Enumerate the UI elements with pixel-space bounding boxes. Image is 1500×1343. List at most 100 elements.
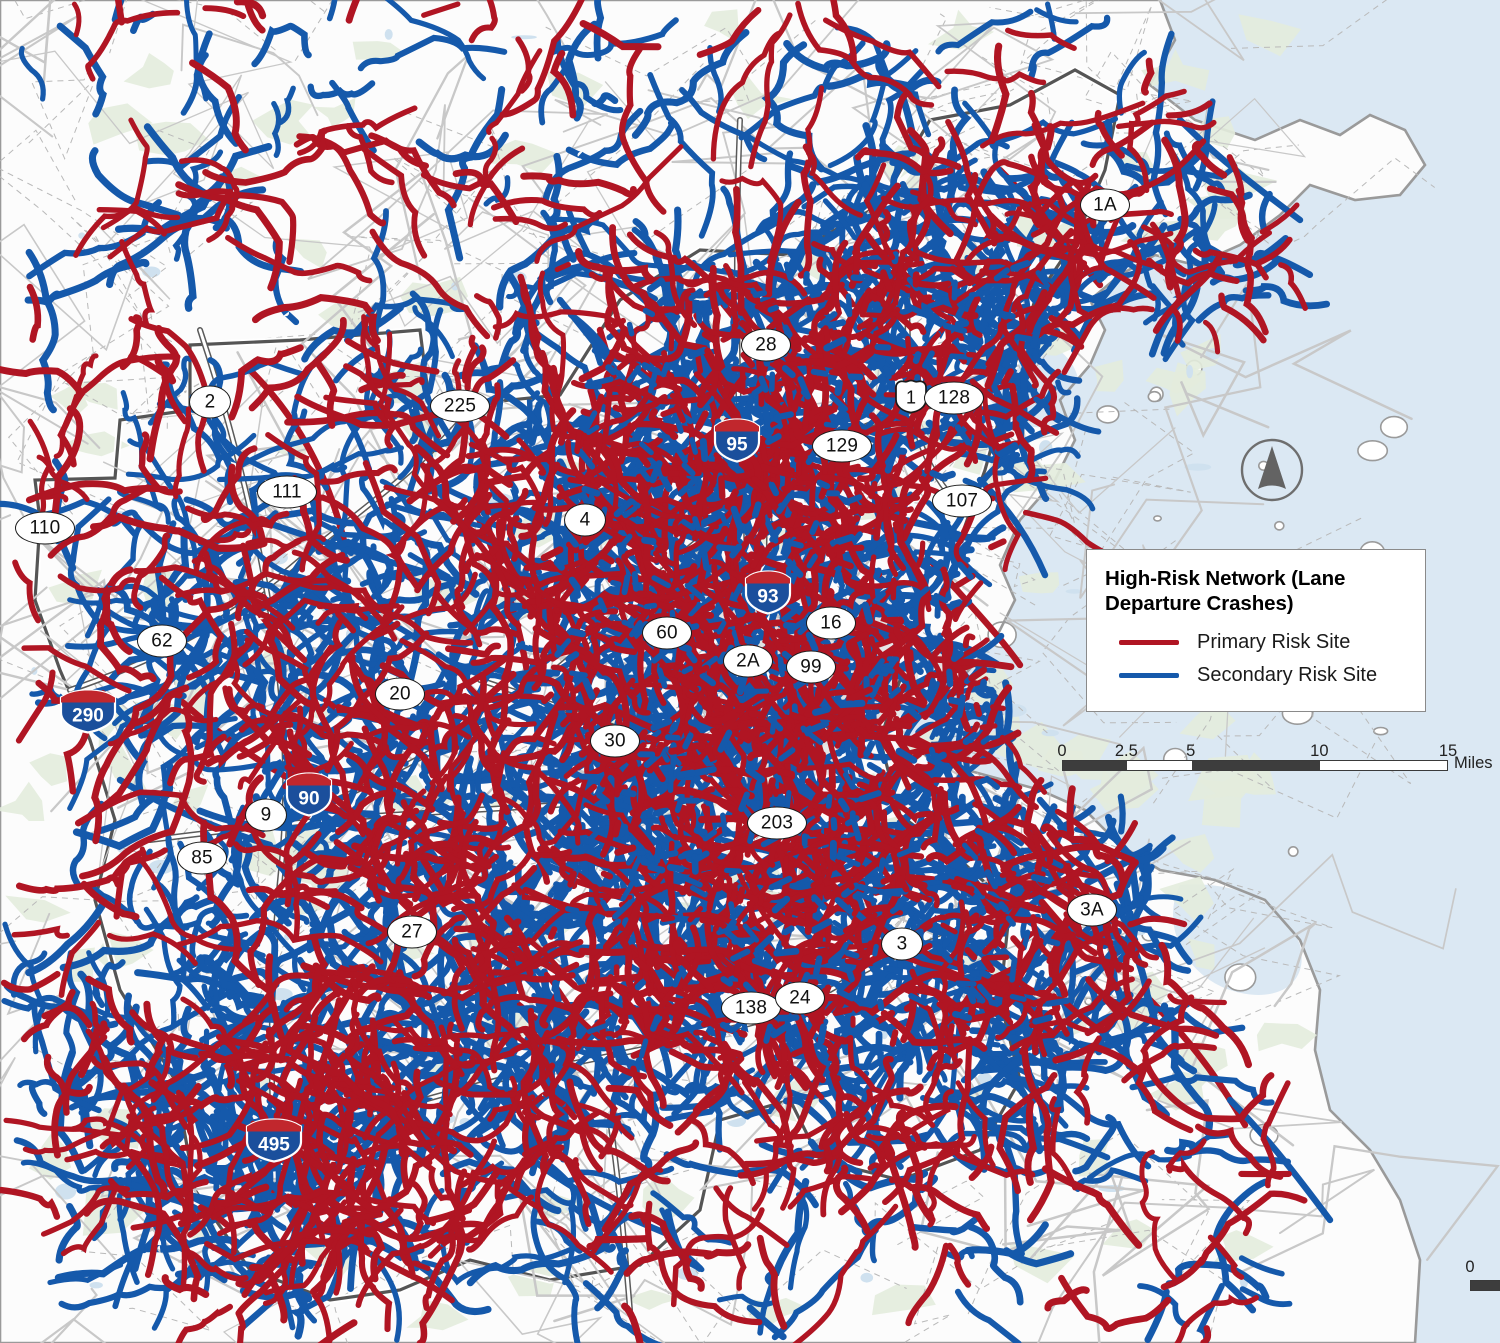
road <box>332 151 469 259</box>
secondary-risk-segment <box>286 1117 393 1245</box>
secondary-risk-segment <box>326 0 338 22</box>
secondary-risk-segment <box>1164 1138 1197 1155</box>
primary-risk-segment <box>522 1081 565 1158</box>
primary-risk-segment <box>323 394 398 449</box>
primary-risk-segment <box>446 696 479 793</box>
primary-risk-segment <box>768 281 845 307</box>
secondary-risk-stub <box>641 362 661 375</box>
primary-risk-segment <box>193 516 272 572</box>
secondary-risk-segment <box>927 651 953 793</box>
secondary-risk-segment <box>1041 1024 1185 1064</box>
secondary-risk-segment <box>456 767 652 824</box>
primary-risk-segment <box>722 1185 747 1291</box>
secondary-risk-stub <box>811 894 827 911</box>
primary-risk-segment <box>450 1138 497 1256</box>
primary-risk-segment <box>905 1242 950 1327</box>
secondary-risk-segment <box>935 8 1034 55</box>
primary-risk-segment <box>754 1112 845 1144</box>
secondary-risk-stub <box>687 346 708 360</box>
secondary-risk-stub <box>806 731 824 746</box>
road <box>1074 0 1245 62</box>
primary-risk-segment <box>816 256 856 308</box>
secondary-risk-stub <box>905 303 924 316</box>
secondary-risk-stub <box>896 844 920 858</box>
primary-risk-stub <box>687 906 703 923</box>
primary-risk-segment <box>882 740 943 822</box>
primary-risk-stub <box>722 712 740 732</box>
primary-risk-segment <box>324 630 430 774</box>
primary-risk-segment <box>593 632 638 656</box>
primary-risk-stub <box>710 727 721 739</box>
primary-risk-stub <box>903 1001 917 1012</box>
primary-risk-segment <box>544 971 649 1043</box>
secondary-risk-stub <box>783 261 794 281</box>
primary-risk-segment <box>1024 1099 1038 1186</box>
secondary-risk-stub <box>1043 937 1061 947</box>
secondary-risk-stub <box>723 929 746 948</box>
primary-risk-segment <box>532 625 630 734</box>
primary-risk-segment <box>453 1194 535 1244</box>
primary-risk-segment <box>412 1031 557 1089</box>
route-shield-label: 107 <box>945 490 979 511</box>
route-oval-icon: 138 <box>721 991 781 1025</box>
secondary-risk-segment <box>307 80 376 100</box>
primary-risk-segment <box>218 1188 364 1209</box>
secondary-risk-stub <box>825 793 833 809</box>
primary-risk-segment <box>711 563 757 649</box>
primary-risk-segment <box>623 1241 752 1277</box>
primary-risk-segment <box>366 1043 430 1149</box>
secondary-risk-segment <box>1027 14 1111 82</box>
island <box>1147 390 1162 403</box>
secondary-risk-segment <box>1025 1063 1068 1151</box>
secondary-risk-segment <box>925 500 964 544</box>
primary-risk-segment <box>607 974 632 1024</box>
secondary-risk-segment <box>152 879 211 1011</box>
secondary-risk-stub <box>546 753 556 778</box>
secondary-risk-stub <box>823 336 847 352</box>
secondary-risk-stub <box>860 1010 880 1027</box>
primary-risk-segment <box>896 468 932 602</box>
primary-risk-segment <box>903 729 1022 751</box>
secondary-risk-stub <box>591 342 604 366</box>
primary-risk-segment <box>490 197 603 219</box>
secondary-risk-stub <box>584 829 600 845</box>
primary-risk-segment <box>550 50 577 119</box>
secondary-risk-segment <box>143 123 212 199</box>
primary-risk-segment <box>1084 941 1136 1037</box>
secondary-risk-stub <box>651 647 670 664</box>
primary-risk-stub <box>669 1009 683 1020</box>
secondary-risk-stub <box>951 279 958 301</box>
secondary-risk-segment <box>1163 130 1226 194</box>
primary-risk-segment <box>1200 1325 1212 1343</box>
secondary-risk-stub <box>805 631 819 653</box>
secondary-risk-segment <box>1151 930 1193 965</box>
primary-risk-stub <box>660 915 676 922</box>
primary-risk-segment <box>684 274 774 304</box>
secondary-risk-stub <box>877 998 885 1012</box>
secondary-risk-segment <box>504 754 611 872</box>
primary-risk-segment <box>355 683 391 788</box>
primary-risk-stub <box>554 261 571 273</box>
secondary-risk-stub <box>565 651 580 663</box>
secondary-risk-stub <box>674 796 684 813</box>
secondary-risk-stub <box>738 791 750 812</box>
secondary-risk-segment <box>964 1221 1049 1258</box>
scale-tick-10: 10 <box>1310 742 1329 760</box>
secondary-risk-stub <box>751 501 762 519</box>
primary-risk-segment <box>0 1186 61 1220</box>
secondary-risk-stub <box>968 289 992 298</box>
primary-risk-segment <box>1014 299 1057 436</box>
municipal-boundary <box>1049 473 1191 588</box>
secondary-risk-stub <box>676 448 689 464</box>
primary-risk-segment <box>517 273 568 446</box>
primary-risk-segment <box>465 487 529 537</box>
primary-risk-segment <box>210 528 252 544</box>
road <box>93 74 243 300</box>
secondary-risk-segment <box>334 892 398 966</box>
primary-risk-segment <box>816 1036 867 1110</box>
primary-risk-segment <box>404 840 492 870</box>
route-shield-label: 2A <box>736 650 760 671</box>
primary-risk-segment <box>11 925 70 939</box>
primary-risk-segment <box>956 658 1015 671</box>
